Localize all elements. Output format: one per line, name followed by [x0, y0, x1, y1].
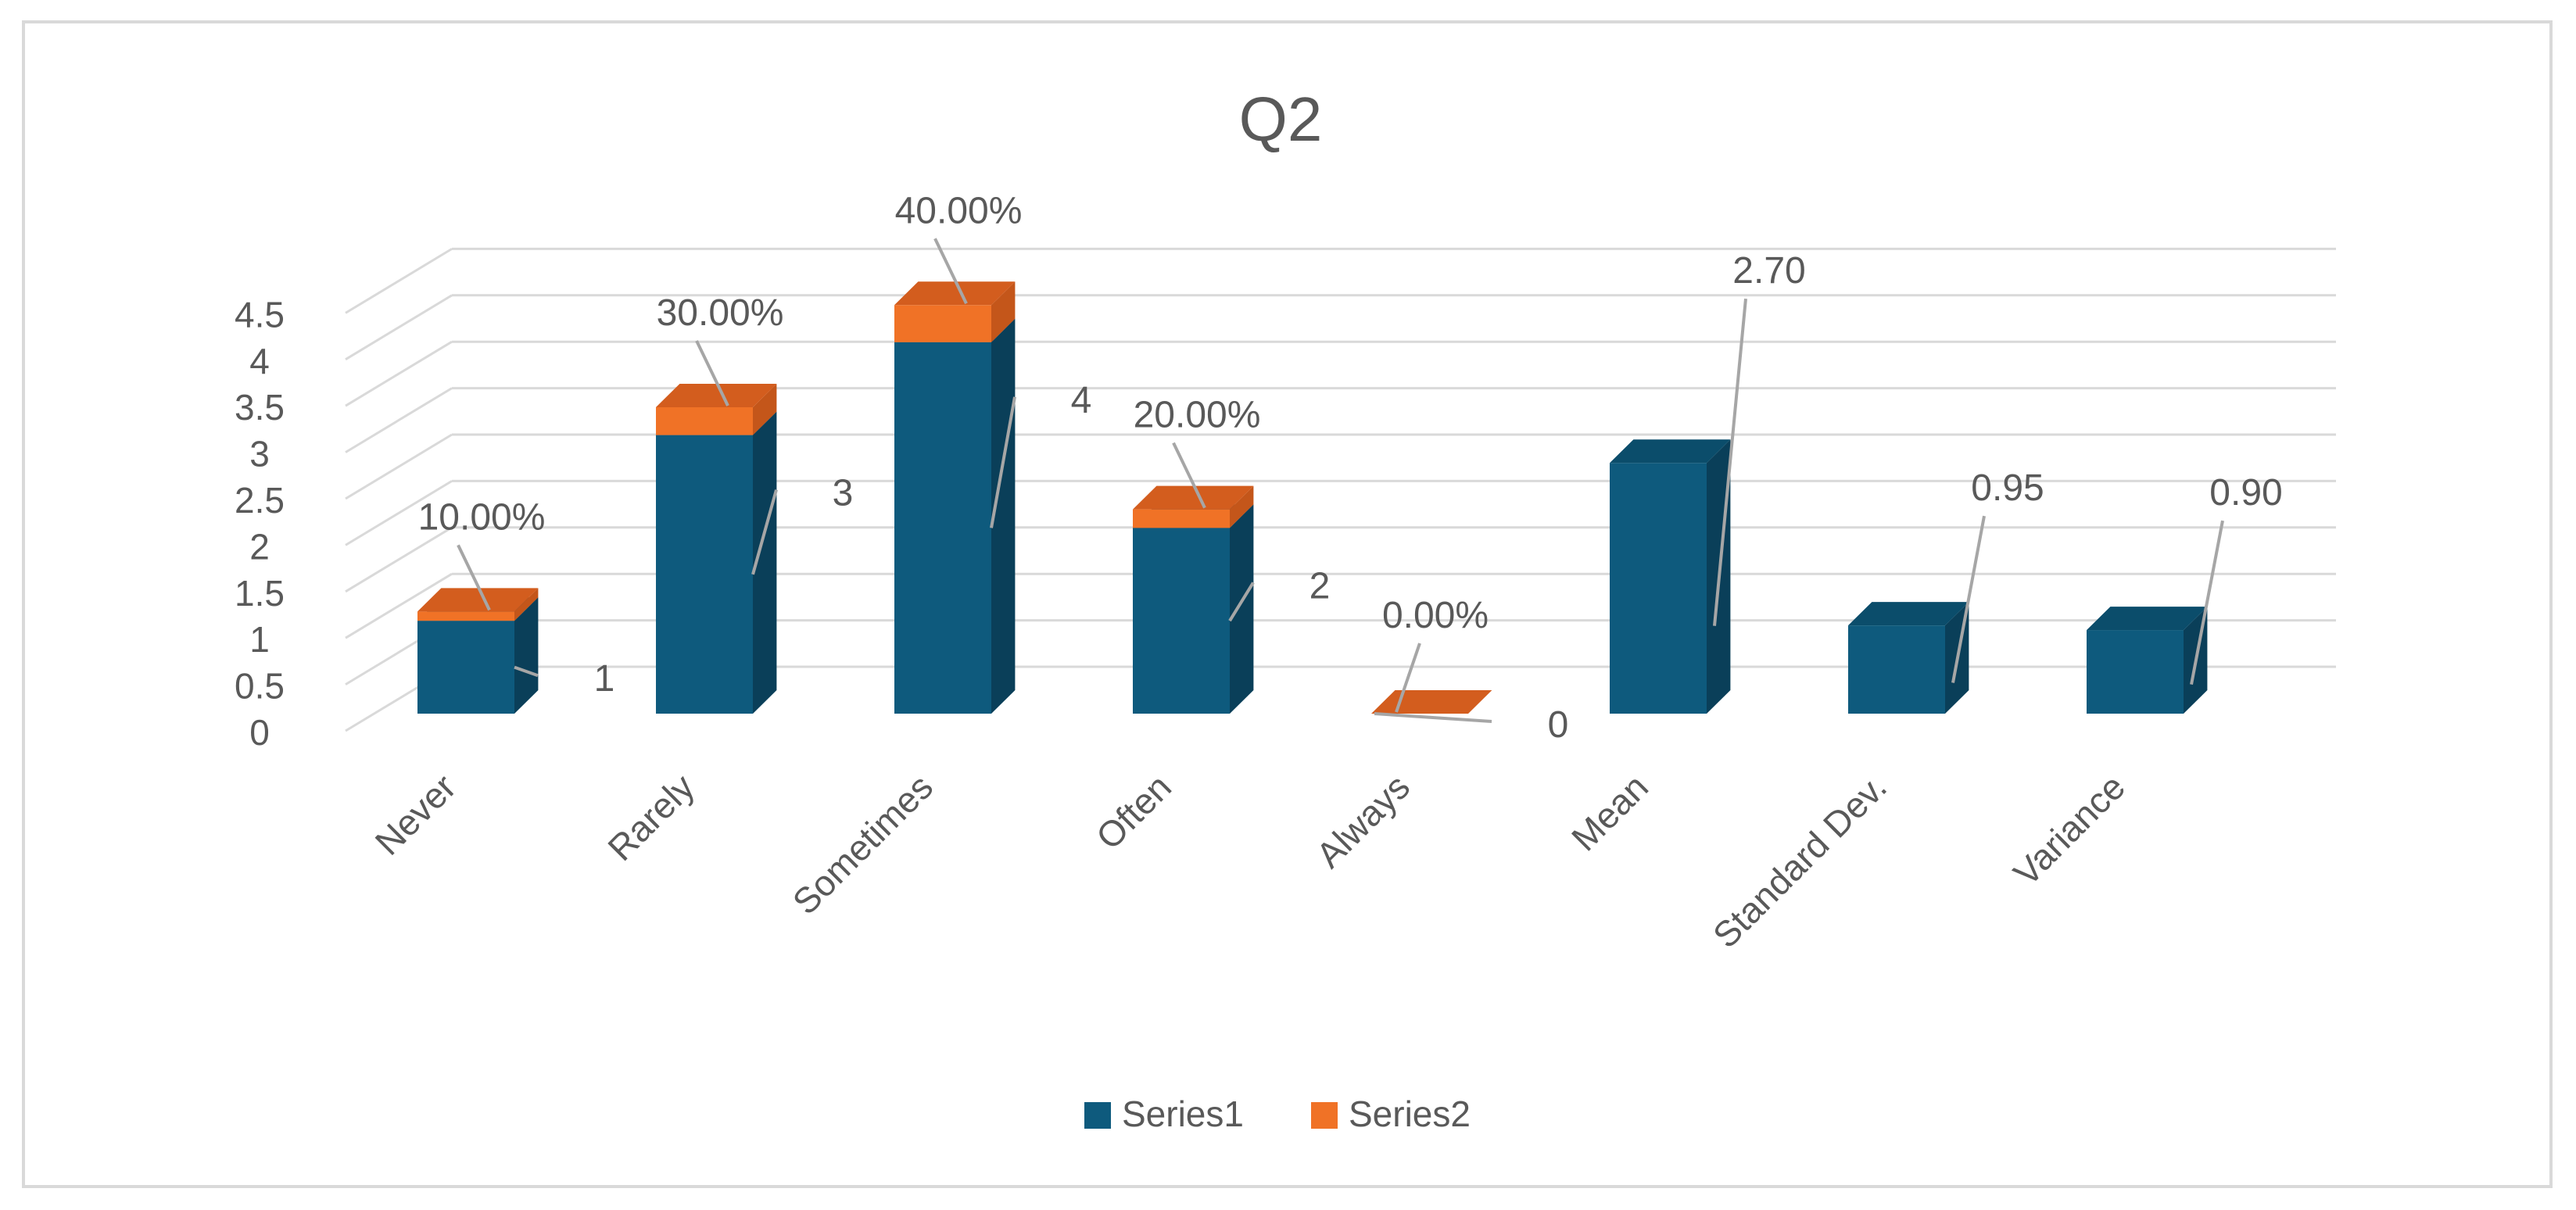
leader-line: [1228, 582, 1255, 622]
data-label-series1: 0.95: [1971, 467, 2044, 509]
x-tick-label: Mean: [1564, 766, 1656, 858]
gridline-side: [345, 248, 453, 314]
leader-line: [695, 340, 729, 406]
x-tick-label: Never: [367, 766, 464, 863]
data-label-series2: 10.00%: [418, 496, 546, 538]
x-tick-label: Standard Dev.: [1705, 766, 1894, 955]
x-tick-label: Often: [1088, 766, 1179, 857]
data-label-layer: 1 10.00% 3 30.00% 4 40.00% 2 20.00% 0 0.00% 2.70 0.…: [418, 190, 2283, 746]
leader-line: [514, 665, 539, 678]
y-tick-label: 3: [249, 434, 270, 474]
legend-swatch: [1311, 1102, 1338, 1129]
data-label-series1: 2.70: [1732, 250, 1805, 292]
gridline-side: [345, 572, 453, 639]
bar-series1: [894, 318, 1016, 714]
x-tick-label: Sometimes: [785, 766, 940, 922]
bar-series1: [656, 411, 777, 714]
leader-line: [933, 238, 968, 305]
bar-series1: [1848, 602, 1969, 714]
legend-swatch: [1084, 1102, 1111, 1129]
x-tick-label: Rarely: [600, 766, 702, 868]
data-label-series2: 40.00%: [895, 190, 1023, 231]
data-label-series1: 3: [833, 473, 854, 514]
data-label-series2: 0.00%: [1382, 595, 1489, 636]
y-tick-label: 4.5: [235, 294, 285, 335]
x-axis-ticks: Never Rarely Sometimes Often Always Mean Stand…: [367, 766, 2134, 955]
legend: Series1 Series2: [1084, 1094, 1471, 1134]
data-label-series1: 0.90: [2209, 472, 2282, 514]
legend-label: Series2: [1349, 1094, 1471, 1134]
y-tick-label: 2: [249, 526, 270, 567]
bar-series2: [1371, 690, 1492, 714]
data-label-series1: 0: [1548, 704, 1569, 746]
gridline-side: [345, 294, 453, 361]
gridline-side: [345, 526, 453, 593]
x-tick-label: Variance: [2005, 766, 2133, 893]
gridline-side: [345, 340, 453, 407]
leader-line: [1395, 643, 1421, 713]
data-label-series1: 2: [1309, 565, 1331, 607]
leader-line: [990, 396, 1016, 528]
leader-line: [1713, 299, 1747, 626]
y-tick-label: 0.5: [235, 666, 285, 707]
y-tick-label: 4: [249, 341, 270, 381]
leader-line: [751, 489, 778, 575]
chart-title: Q2: [1239, 84, 1323, 154]
gridline-side: [345, 387, 453, 453]
leader-line: [1951, 515, 1986, 683]
bar-series1: [1610, 439, 1731, 714]
bar-layer: [417, 281, 2208, 714]
data-label-series2: 20.00%: [1134, 395, 1261, 436]
leader-line: [1374, 712, 1492, 723]
bar-series2: [894, 281, 1016, 342]
y-tick-label: 2.5: [235, 480, 285, 521]
bar-series2: [656, 383, 777, 435]
data-label-series1: 1: [594, 658, 615, 700]
bar-series1: [2087, 607, 2208, 714]
y-axis-ticks: 0 0.5 1 1.5 2 2.5 3 3.5 4 4.5: [235, 294, 285, 753]
chart-svg: Q2 0 0.5 1 1.5 2 2.5 3 3.5 4 4.5 1 10.00% 3 30.00% 4 4…: [235, 84, 2336, 1134]
data-label-series2: 30.00%: [657, 292, 784, 334]
y-tick-label: 1.5: [235, 573, 285, 614]
bar-series2: [417, 588, 539, 621]
data-label-series1: 4: [1071, 380, 1092, 421]
leader-line: [1172, 442, 1206, 509]
leader-line: [457, 544, 491, 611]
leader-line: [2190, 520, 2224, 685]
y-tick-label: 3.5: [235, 387, 285, 428]
bar-series2: [1133, 485, 1254, 528]
x-tick-label: Always: [1308, 766, 1417, 875]
gridline-side: [345, 480, 453, 546]
y-tick-label: 0: [249, 712, 270, 753]
y-tick-label: 1: [249, 619, 270, 660]
gridline-side: [345, 433, 453, 500]
chart-frame: Q2 0 0.5 1 1.5 2 2.5 3 3.5 4 4.5 1 10.00% 3 30.00% 4 4…: [22, 20, 2553, 1188]
legend-label: Series1: [1122, 1094, 1244, 1134]
